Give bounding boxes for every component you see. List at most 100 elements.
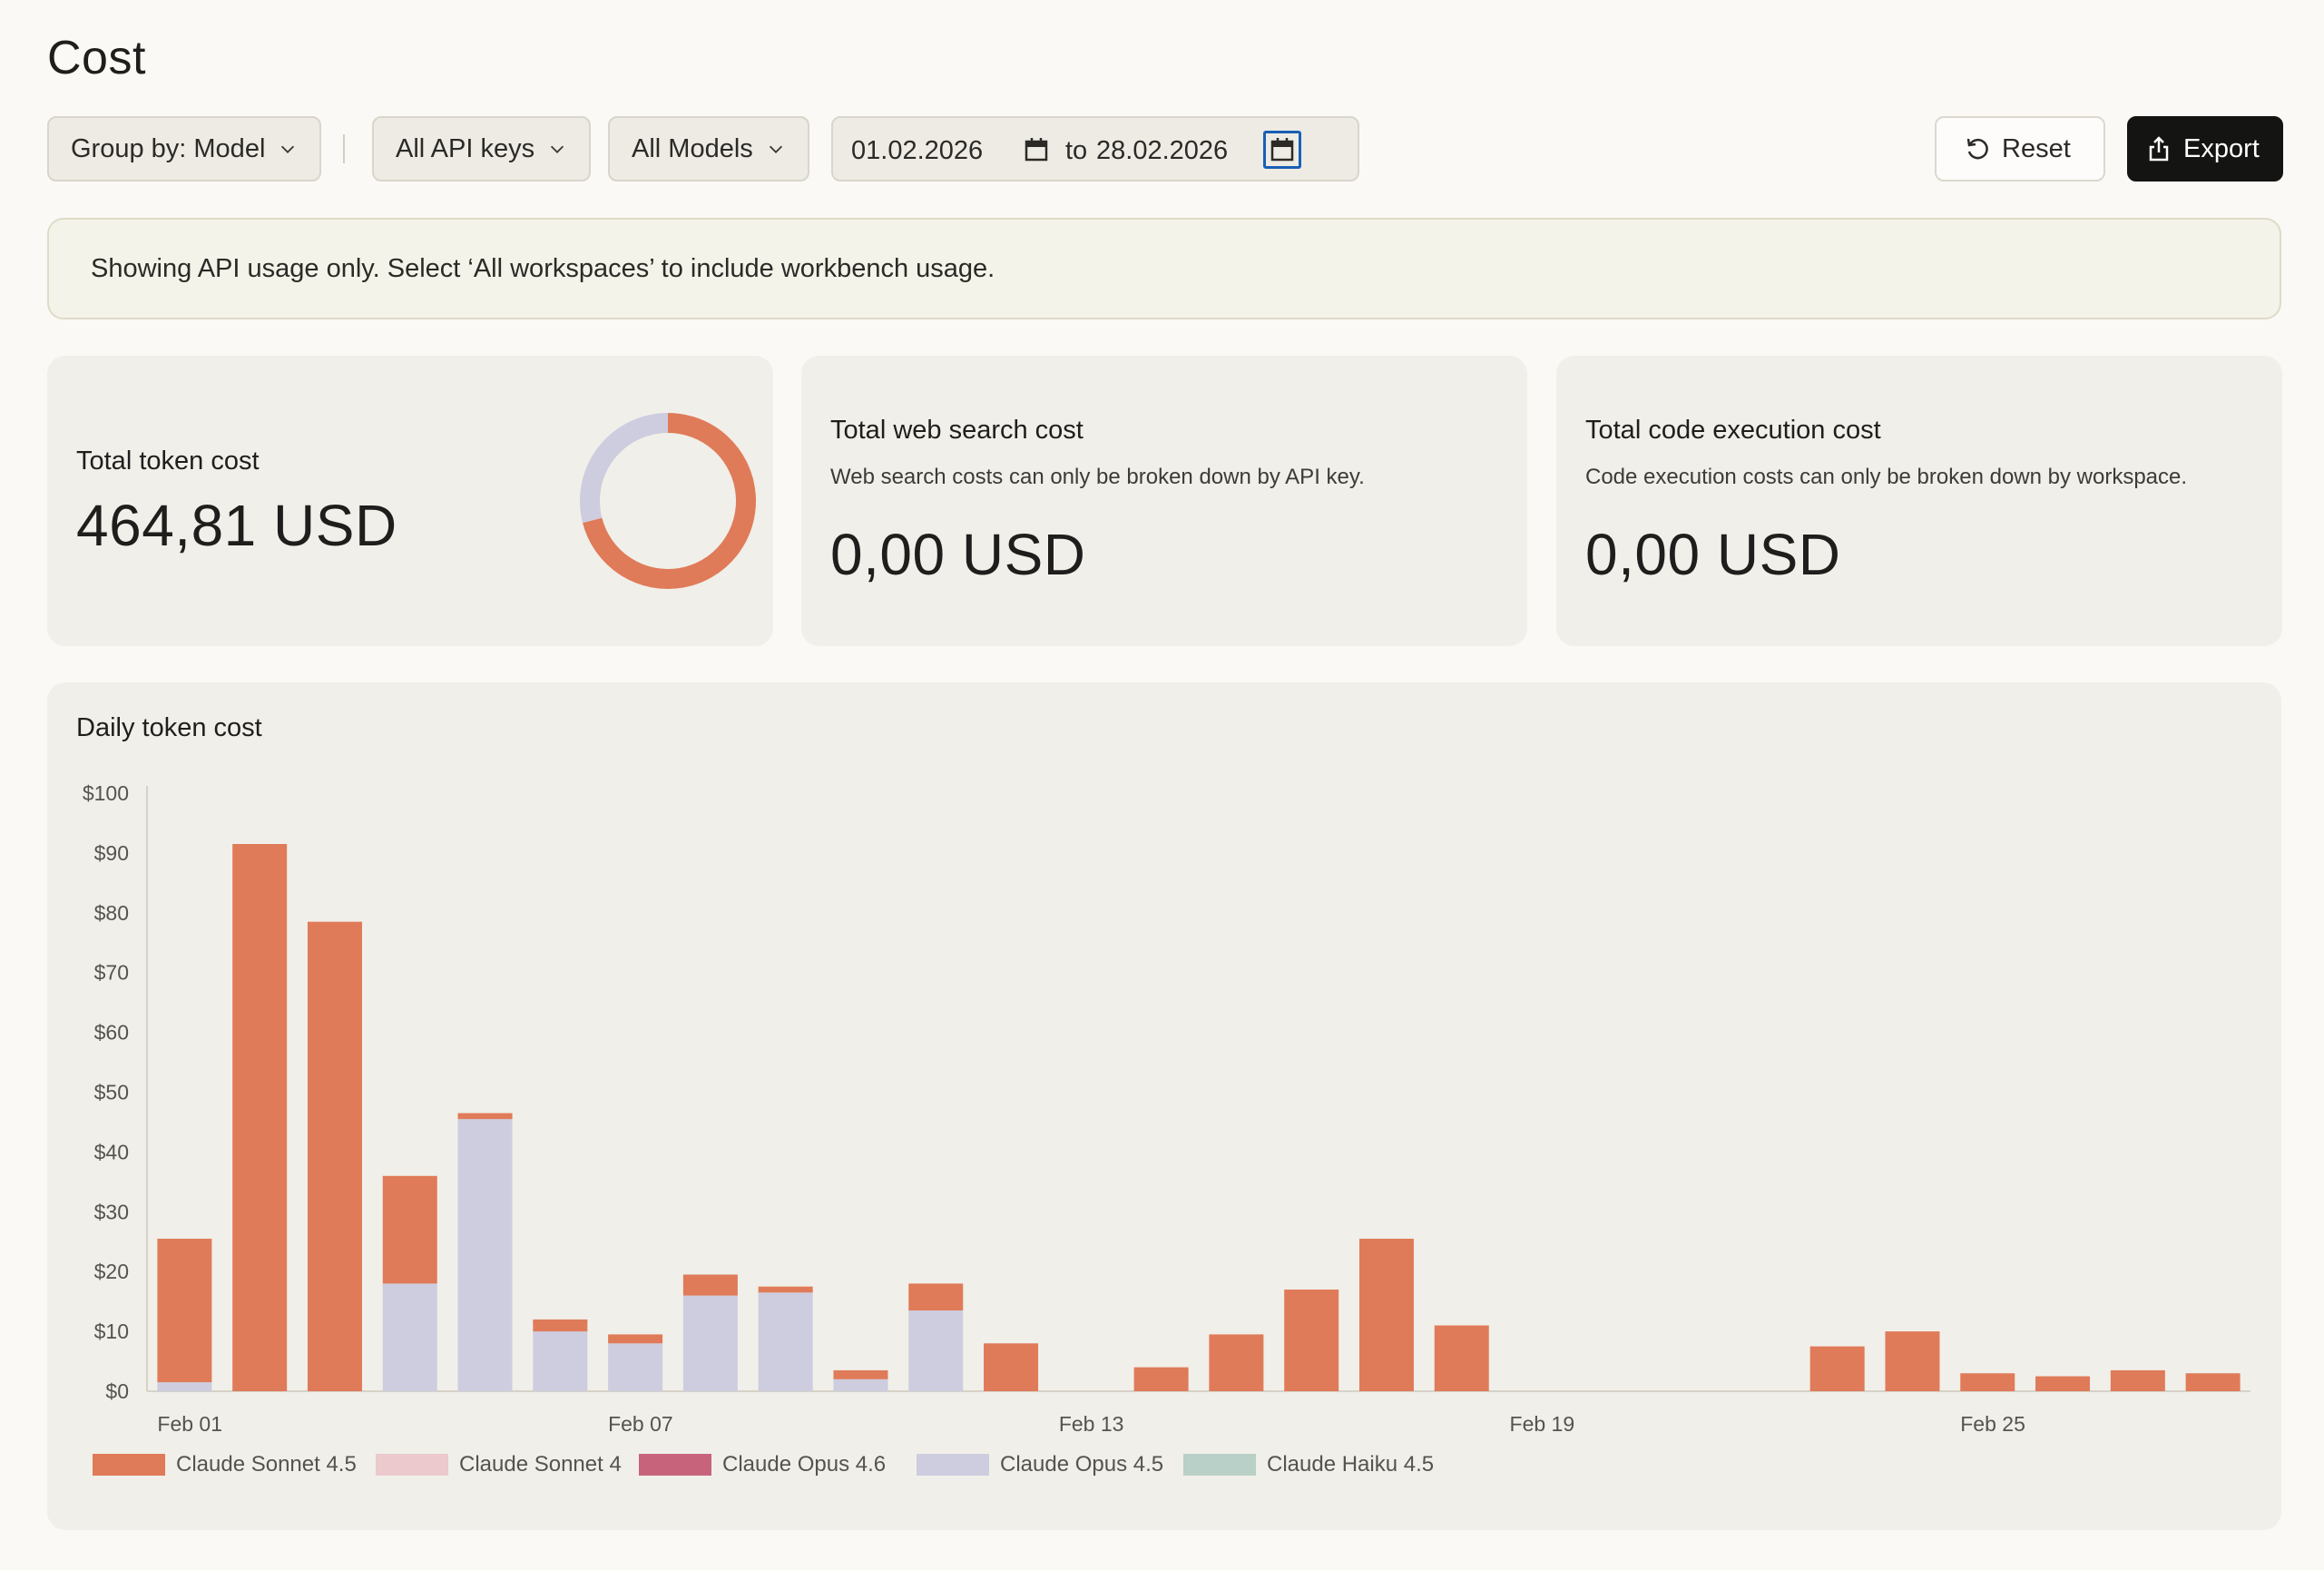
bar-segment[interactable] [1960, 1373, 2015, 1391]
date-range-picker: 01.02.2026 to 28.02.2026 [831, 116, 1359, 182]
calendar-icon [1270, 138, 1294, 162]
bar-segment[interactable] [758, 1292, 813, 1391]
total-code-execution-cost-card: Total code execution cost Code execution… [1556, 356, 2282, 646]
bar-segment[interactable] [682, 1274, 738, 1296]
export-button[interactable]: Export [2127, 116, 2283, 182]
bar-segment[interactable] [1284, 1289, 1339, 1391]
api-keys-label: All API keys [396, 133, 535, 163]
legend-label: Claude Opus 4.5 [1000, 1452, 1164, 1477]
legend-label: Claude Haiku 4.5 [1267, 1452, 1435, 1477]
export-label: Export [2183, 133, 2260, 163]
bar-segment[interactable] [533, 1319, 588, 1332]
legend-item[interactable]: Claude Sonnet 4 [376, 1452, 622, 1477]
bar-segment[interactable] [833, 1379, 888, 1391]
y-tick-label: $30 [94, 1200, 129, 1223]
y-tick-label: $60 [94, 1021, 129, 1045]
y-tick-label: $90 [94, 841, 129, 865]
bar-segment[interactable] [908, 1310, 964, 1391]
legend-item[interactable]: Claude Sonnet 4.5 [93, 1452, 357, 1477]
x-tick-label: Feb 07 [608, 1412, 673, 1436]
bar-segment[interactable] [157, 1382, 212, 1391]
token-cost-donut-chart [580, 413, 756, 589]
chart-title: Daily token cost [76, 713, 262, 742]
x-tick-label: Feb 13 [1059, 1412, 1124, 1436]
total-web-search-cost-card: Total web search cost Web search costs c… [801, 356, 1527, 646]
total-token-cost-card: Total token cost 464,81 USD [47, 356, 773, 646]
bar-segment[interactable] [533, 1331, 588, 1391]
card-label: Total token cost [76, 446, 260, 476]
y-tick-label: $100 [83, 781, 129, 805]
bar-segment[interactable] [232, 844, 288, 1391]
y-tick-label: $0 [105, 1379, 129, 1403]
legend-item[interactable]: Claude Haiku 4.5 [1183, 1452, 1434, 1477]
legend-swatch [917, 1454, 989, 1476]
reset-icon [1966, 138, 1988, 160]
y-tick-label: $40 [94, 1140, 129, 1163]
reset-label: Reset [2002, 133, 2071, 163]
bar-segment[interactable] [382, 1283, 437, 1391]
card-value: 0,00 USD [830, 522, 1086, 587]
legend-swatch [1183, 1454, 1256, 1476]
bar-segment[interactable] [1209, 1334, 1264, 1391]
card-value: 464,81 USD [76, 493, 397, 558]
chevron-down-icon [281, 145, 295, 153]
bar-segment[interactable] [1133, 1367, 1189, 1391]
legend-swatch [93, 1454, 165, 1476]
card-label: Total code execution cost [1585, 416, 1881, 445]
bar-segment[interactable] [682, 1295, 738, 1391]
group-by-dropdown[interactable]: Group by: Model [47, 116, 322, 182]
bar-segment[interactable] [457, 1119, 513, 1391]
legend-item[interactable]: Claude Opus 4.5 [917, 1452, 1163, 1477]
date-to-input[interactable]: 28.02.2026 [1096, 136, 1229, 165]
donut-slice [583, 413, 756, 589]
bar-segment[interactable] [908, 1283, 964, 1311]
bar-segment[interactable] [2035, 1376, 2091, 1391]
bar-segment[interactable] [1434, 1325, 1489, 1391]
bar-segment[interactable] [382, 1175, 437, 1284]
legend-label: Claude Sonnet 4 [459, 1452, 622, 1477]
api-usage-notice: Showing API usage only. Select ‘All work… [47, 218, 2281, 319]
donut-slice [580, 413, 669, 524]
y-tick-label: $10 [94, 1320, 129, 1343]
y-tick-label: $20 [94, 1260, 129, 1283]
legend-swatch [639, 1454, 711, 1476]
bar-segment[interactable] [2185, 1373, 2241, 1391]
card-value: 0,00 USD [1585, 522, 1841, 587]
x-tick-label: Feb 01 [157, 1412, 222, 1436]
y-tick-label: $70 [94, 961, 129, 985]
bar-segment[interactable] [758, 1286, 813, 1293]
daily-token-cost-card: $0 $10 $20 $30 $40 $50 $60 $70 $80 $90 $100 Feb 01 F… [47, 682, 2281, 1530]
x-tick-label: Feb 19 [1510, 1412, 1575, 1436]
date-to-prefix: to [1065, 136, 1088, 165]
legend-item[interactable]: Claude Opus 4.6 [639, 1452, 886, 1477]
reset-button[interactable]: Reset [1935, 116, 2105, 182]
bar-segment[interactable] [984, 1343, 1039, 1391]
legend-label: Claude Sonnet 4.5 [176, 1452, 357, 1477]
bar-segment[interactable] [1809, 1346, 1865, 1391]
bar-segment[interactable] [608, 1334, 663, 1344]
card-subtext: Code execution costs can only be broken … [1585, 465, 2188, 489]
group-by-label: Group by: Model [71, 133, 266, 163]
bar-segment[interactable] [2110, 1369, 2165, 1391]
toolbar: Group by: Model All API keys All Models … [47, 116, 2283, 182]
calendar-icon[interactable] [1024, 136, 1049, 163]
bar-segment[interactable] [157, 1238, 212, 1383]
y-tick-label: $50 [94, 1081, 129, 1104]
bar-segment[interactable] [833, 1369, 888, 1379]
card-subtext: Web search costs can only be broken down… [830, 465, 1365, 489]
toolbar-divider [343, 134, 345, 163]
export-icon [2149, 136, 2169, 162]
bar-segment[interactable] [608, 1343, 663, 1391]
daily-token-cost-chart: $0 $10 $20 $30 $40 $50 $60 $70 $80 $90 $100 Feb 01 F… [83, 781, 2250, 1436]
legend-label: Claude Opus 4.6 [722, 1452, 887, 1477]
date-from-input[interactable]: 01.02.2026 [851, 136, 984, 165]
api-keys-dropdown[interactable]: All API keys [372, 116, 592, 182]
models-dropdown[interactable]: All Models [608, 116, 809, 182]
bar-segment[interactable] [1358, 1238, 1414, 1391]
bar-segment[interactable] [307, 921, 362, 1391]
bar-segment[interactable] [457, 1113, 513, 1120]
calendar-focused-button[interactable] [1263, 131, 1301, 169]
bar-segment[interactable] [1885, 1331, 1940, 1391]
page-title: Cost [47, 32, 146, 84]
